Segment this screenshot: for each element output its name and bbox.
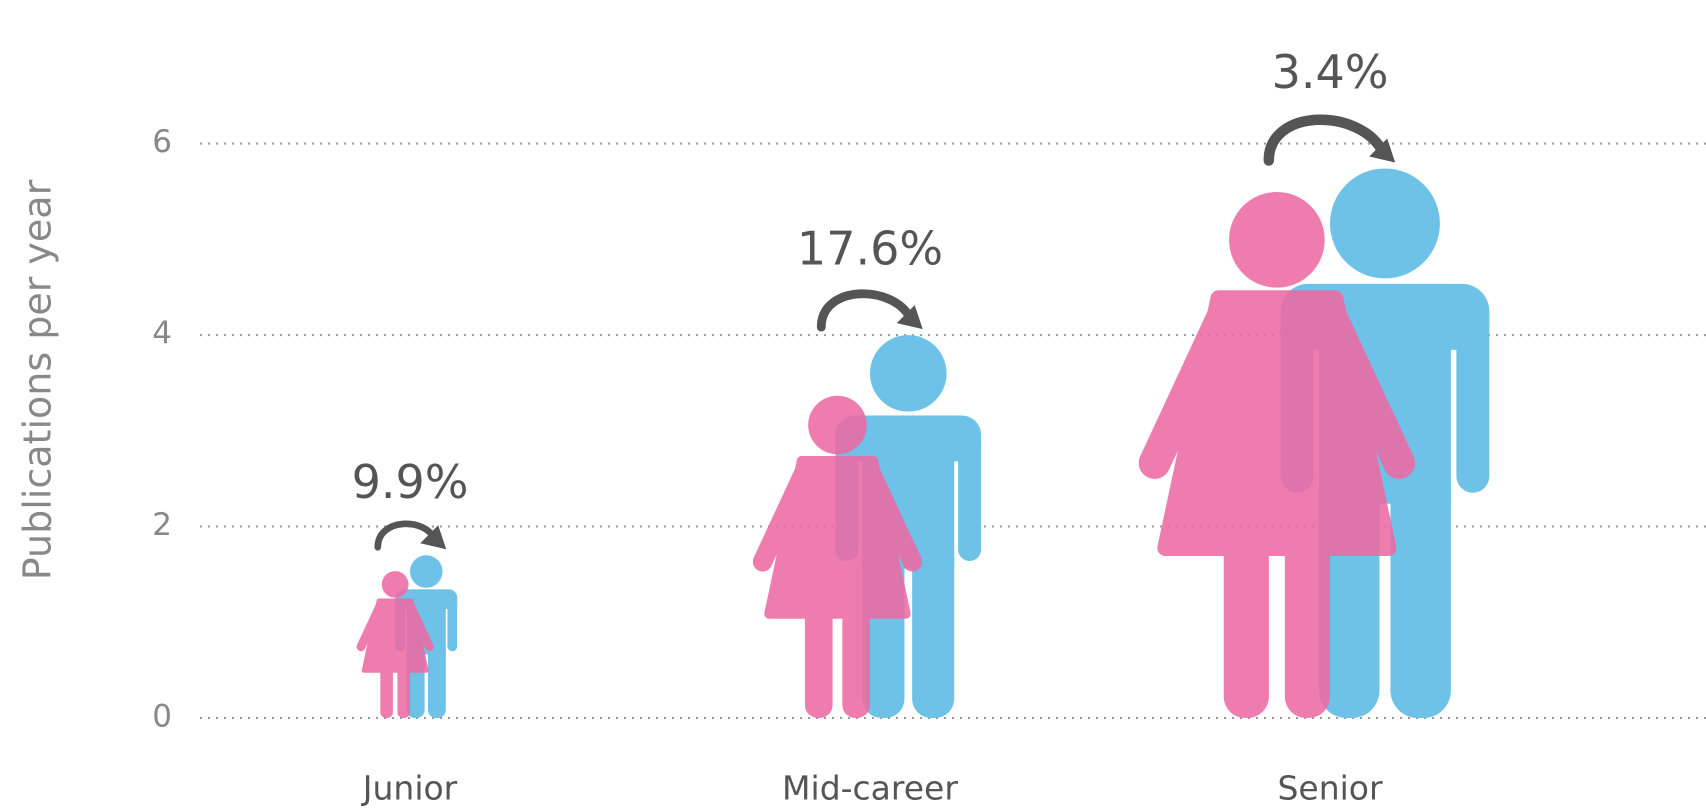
head [1229, 191, 1325, 288]
arrow [1263, 114, 1389, 166]
annotation: 3.4% [1272, 45, 1389, 99]
woman-figure [1138, 191, 1416, 718]
y-tick-label: 2 [152, 507, 172, 543]
leg [804, 604, 833, 718]
leg [912, 541, 955, 718]
arm [860, 460, 923, 572]
arrow-head [420, 525, 447, 550]
y-axis-label: Publications per year [16, 179, 60, 580]
dress [361, 598, 429, 673]
woman-figure [356, 571, 434, 718]
head [410, 555, 443, 588]
head [870, 335, 947, 412]
x-tick-label: Senior [1277, 769, 1383, 808]
dress [1157, 290, 1397, 556]
y-tick-label: 6 [152, 124, 172, 160]
arm [356, 600, 385, 652]
arm [1314, 298, 1416, 479]
leg [1284, 532, 1330, 718]
arrow [374, 520, 438, 551]
arrow [816, 289, 916, 332]
leg [1223, 532, 1269, 718]
leg [842, 604, 870, 718]
head [1330, 168, 1440, 279]
x-tick-label: Mid-career [782, 769, 958, 808]
leg [380, 666, 393, 718]
woman-figure [752, 395, 923, 718]
leg [397, 666, 410, 718]
arm [447, 594, 458, 652]
arm [752, 460, 815, 572]
arm [958, 426, 982, 561]
head [808, 395, 867, 455]
arm [405, 600, 434, 652]
x-tick-label: Junior [361, 769, 458, 808]
arm [1138, 298, 1240, 479]
arrow-head [1369, 138, 1396, 163]
y-tick-label: 4 [152, 316, 172, 352]
arrow-head [896, 305, 923, 330]
dress [764, 455, 911, 619]
head [381, 571, 409, 598]
leg [427, 643, 446, 718]
arm [1456, 300, 1490, 493]
y-tick-label: 0 [152, 699, 172, 735]
annotation: 17.6% [797, 222, 943, 276]
annotation: 9.9% [352, 455, 469, 509]
leg [1390, 465, 1451, 718]
